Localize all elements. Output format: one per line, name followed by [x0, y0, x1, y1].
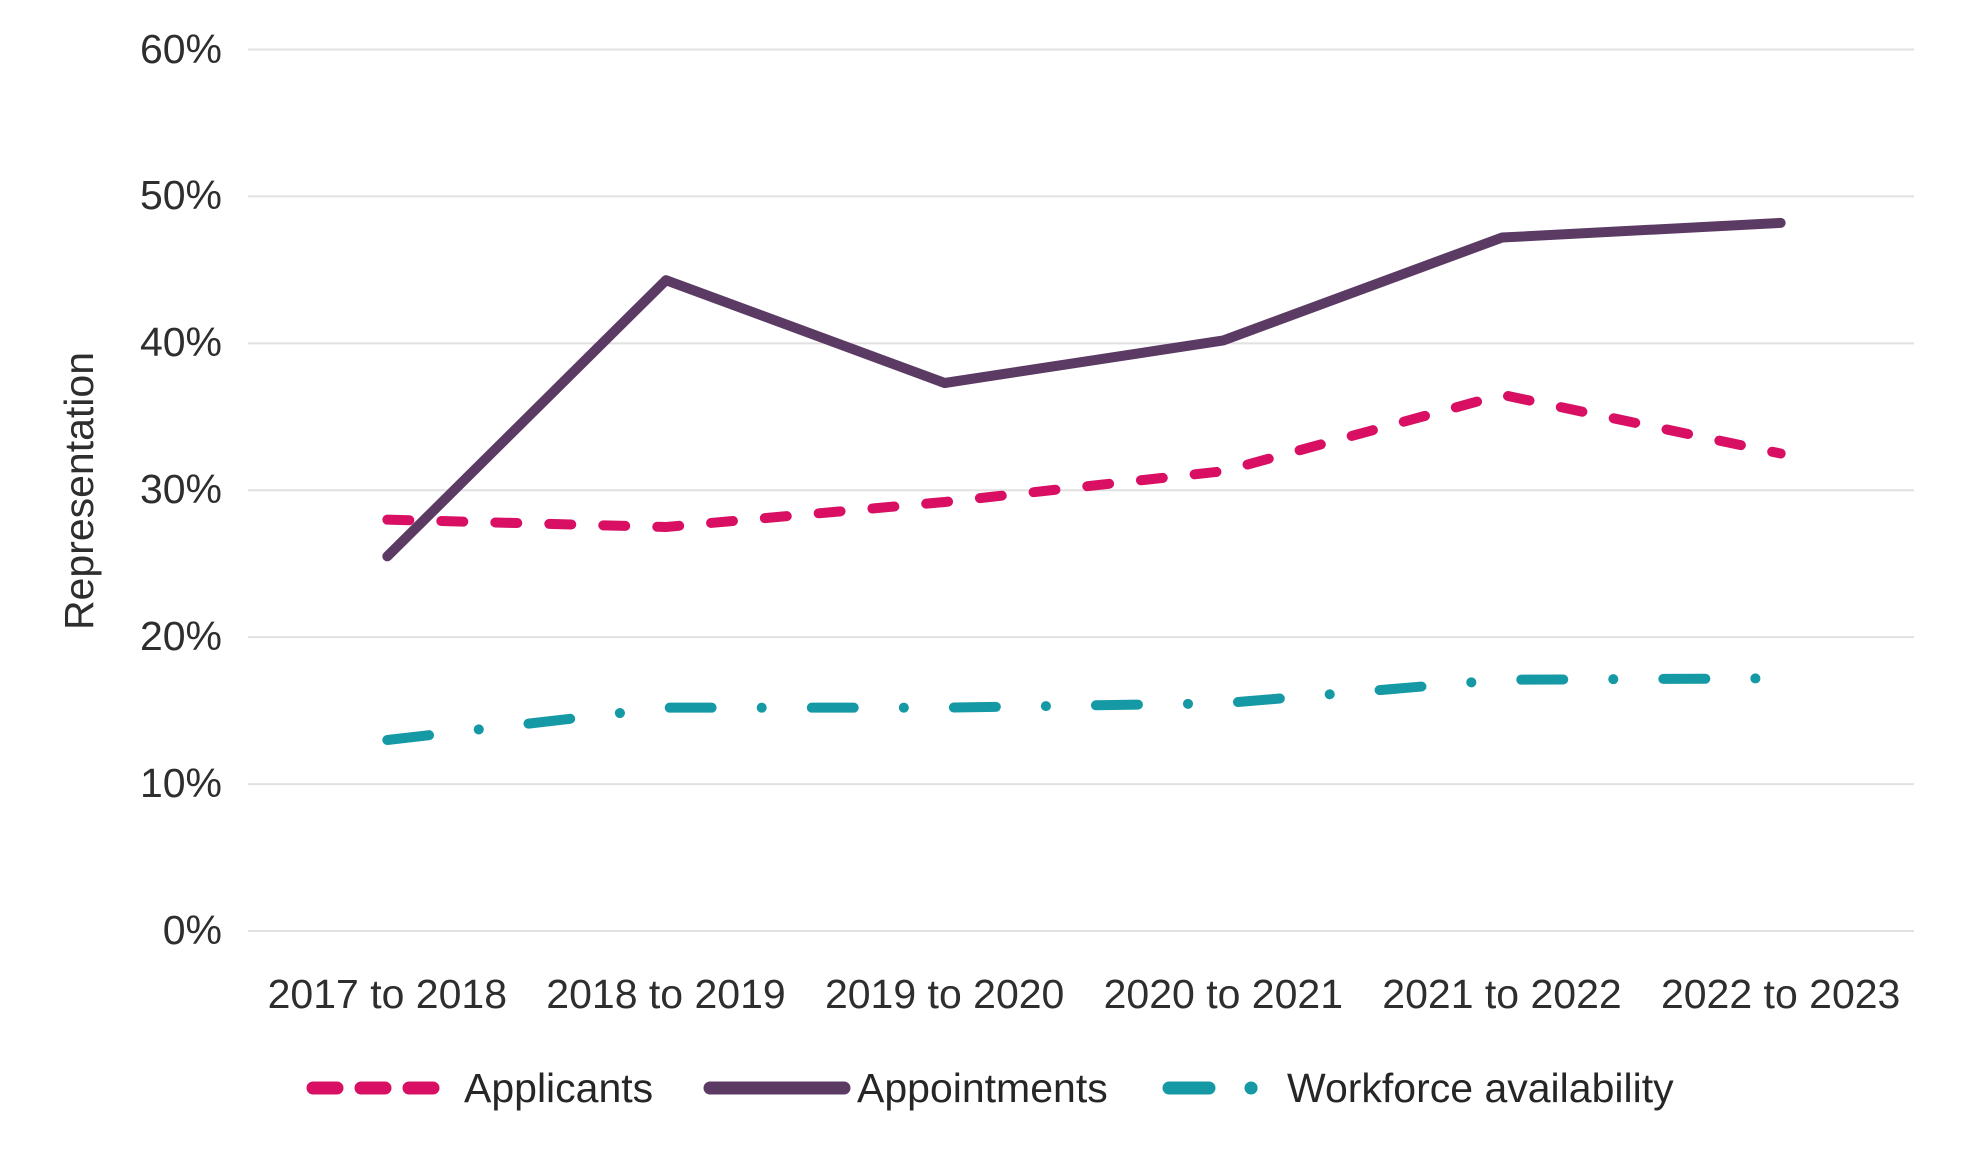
- legend-marker-applicants: [306, 1081, 458, 1095]
- legend-label: Workforce availability: [1287, 1064, 1674, 1111]
- series-line-applicants: [382, 389, 1786, 532]
- legend-marker-appointments: [703, 1081, 851, 1095]
- series-line-appointments: [382, 217, 1786, 562]
- y-axis-tick-label: 30%: [139, 466, 222, 513]
- x-axis-tick-label: 2020 to 2021: [1103, 971, 1344, 1017]
- y-axis-tick-label: 10%: [139, 760, 222, 807]
- legend-item-workforce-availability: Workforce availability: [1162, 1057, 1674, 1119]
- y-axis-tick-label: 20%: [139, 613, 222, 660]
- x-axis-tick-label: 2017 to 2018: [267, 971, 508, 1017]
- y-axis-tick-label: 60%: [139, 25, 222, 72]
- legend-item-appointments: Appointments: [703, 1057, 1108, 1119]
- x-axis-tick-label: 2021 to 2022: [1382, 971, 1622, 1017]
- legend-label: Appointments: [857, 1064, 1108, 1111]
- x-axis-tick-label: 2018 to 2019: [546, 971, 786, 1017]
- y-axis-tick-label: 50%: [139, 172, 222, 219]
- y-axis-tick-label: 0%: [162, 907, 222, 953]
- y-axis-tick-label: 40%: [139, 319, 222, 366]
- legend-item-applicants: Applicants: [306, 1057, 653, 1119]
- series-line-workforce-availability: [382, 673, 1786, 746]
- legend-label: Applicants: [464, 1064, 654, 1111]
- x-axis-tick-label: 2019 to 2020: [824, 971, 1065, 1017]
- legend-marker-workforce-availability: [1162, 1081, 1281, 1095]
- x-axis-tick-label: 2022 to 2023: [1660, 971, 1901, 1017]
